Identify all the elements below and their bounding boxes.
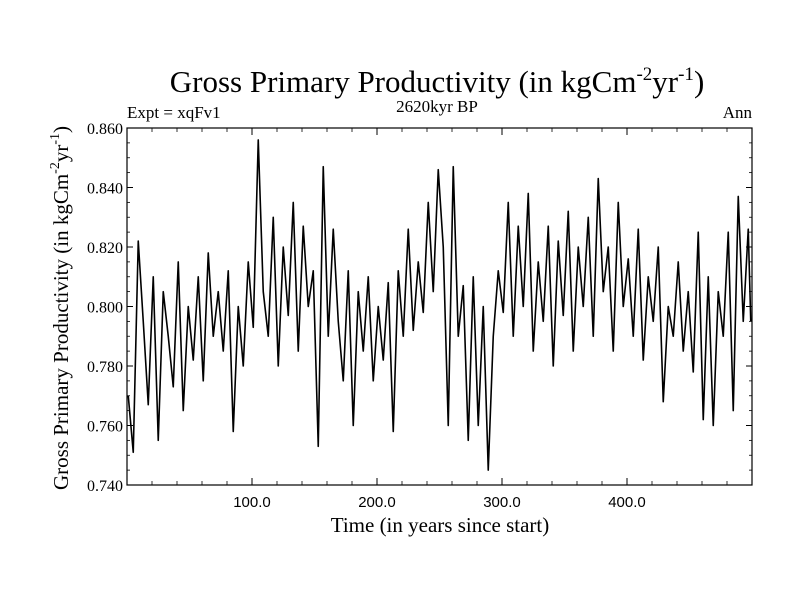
x-axis: 100.0 200.0 300.0 400.0 xyxy=(151,128,728,511)
y-tick-label: 0.760 xyxy=(87,419,123,436)
x-tick-label: 400.0 xyxy=(608,494,646,511)
chart-subtitle: 2620kyr BP xyxy=(396,97,478,116)
y-tick-label: 0.780 xyxy=(87,359,123,376)
y-tick-label: 0.820 xyxy=(87,240,123,257)
y-tick-label: 0.840 xyxy=(87,181,123,198)
y-tick-label: 0.860 xyxy=(87,121,123,138)
series-line xyxy=(127,139,752,471)
x-tick-label: 200.0 xyxy=(358,494,396,511)
x-tick-label: 300.0 xyxy=(483,494,521,511)
x-axis-label: Time (in years since start) xyxy=(331,513,550,537)
experiment-label: Expt = xqFv1 xyxy=(127,103,221,122)
y-tick-label: 0.740 xyxy=(87,478,123,495)
x-tick-label: 100.0 xyxy=(233,494,271,511)
y-axis: 0.740 0.760 0.780 0.800 0.820 0.840 0.860 xyxy=(87,121,752,495)
series-group xyxy=(127,139,752,471)
chart-title: Gross Primary Productivity (in kgCm-2yr-… xyxy=(170,64,705,99)
y-tick-label: 0.800 xyxy=(87,300,123,317)
season-label: Ann xyxy=(723,103,753,122)
y-axis-label: Gross Primary Productivity (in kgCm-2yr-… xyxy=(48,126,73,490)
